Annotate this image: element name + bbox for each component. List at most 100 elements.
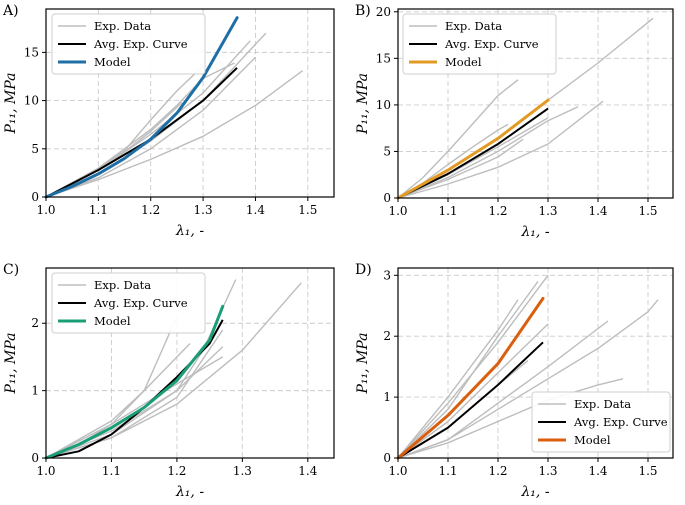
- plot-frame: [45, 267, 335, 459]
- x-tick-label: 1.5: [298, 203, 317, 217]
- x-tick-label: 1.0: [36, 464, 55, 478]
- exp-data-line-1: [45, 70, 304, 198]
- x-tick-label: 1.5: [638, 204, 657, 218]
- x-tick-label: 1.4: [588, 464, 607, 478]
- exp-data-line-6: [45, 343, 191, 459]
- legend-exp-data-label: Exp. Data: [94, 19, 151, 33]
- exp-data-line-6: [397, 323, 549, 459]
- legend-model-label: Model: [574, 433, 611, 447]
- y-tick-label: 3: [383, 268, 391, 282]
- plot-frame: [397, 8, 674, 199]
- legend: Exp. Data Avg. Exp. Curve Model: [51, 272, 206, 334]
- exp-data-line-4: [397, 280, 539, 459]
- x-axis-label: λ₁, -: [175, 484, 204, 500]
- exp-data-line-4: [397, 100, 604, 199]
- x-tick-label: 1.1: [102, 464, 121, 478]
- plot-frame: [45, 8, 335, 198]
- legend-avg-exp-curve-label: Avg. Exp. Curve: [93, 296, 188, 310]
- exp-data-line-4: [45, 356, 224, 459]
- panel-label: D): [355, 262, 372, 278]
- legend-box: [51, 272, 206, 334]
- legend-exp-data-label: Exp. Data: [574, 397, 631, 411]
- y-axis-label: P₁₁, MPa: [355, 332, 371, 394]
- y-tick-label: 15: [24, 45, 39, 59]
- exp-data-line-3: [397, 106, 579, 199]
- y-tick-label: 0: [383, 191, 391, 205]
- y-tick-label: 5: [383, 144, 391, 158]
- exp-data-line-7: [397, 138, 524, 199]
- legend-model-label: Model: [94, 55, 131, 69]
- exp-data-line-7: [45, 329, 224, 459]
- x-tick-label: 1.0: [388, 204, 407, 218]
- legend-avg-exp-curve-label: Avg. Exp. Curve: [444, 37, 539, 51]
- x-tick-label: 1.3: [538, 464, 557, 478]
- y-axis-label: P₁₁, MPa: [355, 73, 371, 135]
- exp-data-line-4: [45, 65, 204, 198]
- legend: Exp. Data Avg. Exp. Curve Model: [531, 391, 671, 453]
- exp-data-line-7: [397, 320, 609, 459]
- model-curve: [44, 16, 239, 199]
- exp-data-line-7: [45, 56, 256, 198]
- x-tick-label: 1.3: [538, 204, 557, 218]
- legend-model-label: Model: [445, 55, 482, 69]
- x-tick-label: 1.1: [438, 464, 457, 478]
- x-tick-label: 1.2: [141, 203, 160, 217]
- legend: Exp. Data Avg. Exp. Curve Model: [402, 13, 557, 75]
- chart-panel-3: 1.0 1.1 1.2 1.3 1.4 0 1 2 λ₁, - P₁₁, MPa C) Exp. Da…: [3, 262, 335, 500]
- panel-label: C): [3, 262, 19, 278]
- exp-data-line-6: [45, 101, 183, 198]
- x-tick-label: 1.4: [246, 203, 265, 217]
- legend-exp-data-label: Exp. Data: [94, 278, 151, 292]
- x-tick-label: 1.2: [488, 464, 507, 478]
- x-tick-label: 1.1: [438, 204, 457, 218]
- y-axis-label: P₁₁, MPa: [3, 72, 19, 134]
- exp-data-line-2: [397, 378, 624, 459]
- x-tick-label: 1.4: [298, 464, 317, 478]
- y-tick-label: 1: [383, 390, 391, 404]
- avg-exp-curve: [397, 107, 549, 199]
- avg-exp-curve: [397, 341, 544, 459]
- x-tick-label: 1.2: [167, 464, 186, 478]
- model-curve: [396, 296, 545, 460]
- y-tick-label: 15: [376, 51, 391, 65]
- x-tick-label: 1.1: [89, 203, 108, 217]
- y-tick-label: 0: [383, 451, 391, 465]
- x-axis-label: λ₁, -: [175, 223, 204, 239]
- chart-panel-2: 1.0 1.1 1.2 1.3 1.4 1.5 0 5 10 15 20 λ₁, - P₁₁, MPa B…: [355, 3, 674, 240]
- legend: Exp. Data Avg. Exp. Curve Model: [51, 13, 206, 75]
- exp-data-line-2: [397, 79, 519, 199]
- legend-model-label: Model: [94, 314, 131, 328]
- legend-box: [402, 13, 557, 75]
- x-tick-label: 1.4: [588, 204, 607, 218]
- y-tick-label: 10: [24, 94, 39, 108]
- y-tick-label: 0: [31, 190, 39, 204]
- exp-data-line-5: [45, 346, 224, 459]
- x-tick-label: 1.5: [638, 464, 657, 478]
- exp-data-line-5: [45, 62, 235, 198]
- x-tick-label: 1.0: [388, 464, 407, 478]
- legend-avg-exp-curve-label: Avg. Exp. Curve: [93, 37, 188, 51]
- legend-exp-data-label: Exp. Data: [445, 19, 502, 33]
- exp-data-line-5: [397, 299, 519, 459]
- y-axis-label: P₁₁, MPa: [3, 332, 19, 394]
- model-curve: [44, 304, 225, 460]
- panel-label: A): [2, 3, 19, 19]
- panel-label: B): [355, 3, 371, 19]
- chart-panel-1: 1.0 1.1 1.2 1.3 1.4 1.5 0 5 10 15 λ₁, - P₁₁, MPa A) E…: [2, 3, 335, 239]
- legend-avg-exp-curve-label: Avg. Exp. Curve: [573, 415, 668, 429]
- y-tick-label: 1: [31, 384, 39, 398]
- y-tick-label: 2: [31, 316, 39, 330]
- exp-data-line-6: [397, 123, 509, 199]
- x-tick-label: 1.0: [36, 203, 55, 217]
- y-tick-label: 2: [383, 329, 391, 343]
- x-axis-label: λ₁, -: [520, 224, 549, 240]
- x-tick-label: 1.2: [488, 204, 507, 218]
- y-tick-label: 5: [31, 142, 39, 156]
- x-axis-label: λ₁, -: [520, 484, 549, 500]
- x-tick-label: 1.3: [194, 203, 213, 217]
- chart-panel-4: 1.0 1.1 1.2 1.3 1.4 1.5 0 1 2 3 λ₁, - P₁₁, MPa D) Exp…: [355, 262, 674, 500]
- legend-box: [51, 13, 206, 75]
- y-tick-label: 10: [376, 98, 391, 112]
- x-tick-label: 1.3: [233, 464, 252, 478]
